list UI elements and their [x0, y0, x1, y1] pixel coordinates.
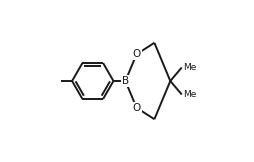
Text: O: O: [132, 49, 141, 59]
Text: B: B: [122, 76, 129, 86]
Text: O: O: [132, 103, 141, 113]
Text: Me: Me: [183, 63, 196, 72]
Text: Me: Me: [183, 90, 196, 99]
